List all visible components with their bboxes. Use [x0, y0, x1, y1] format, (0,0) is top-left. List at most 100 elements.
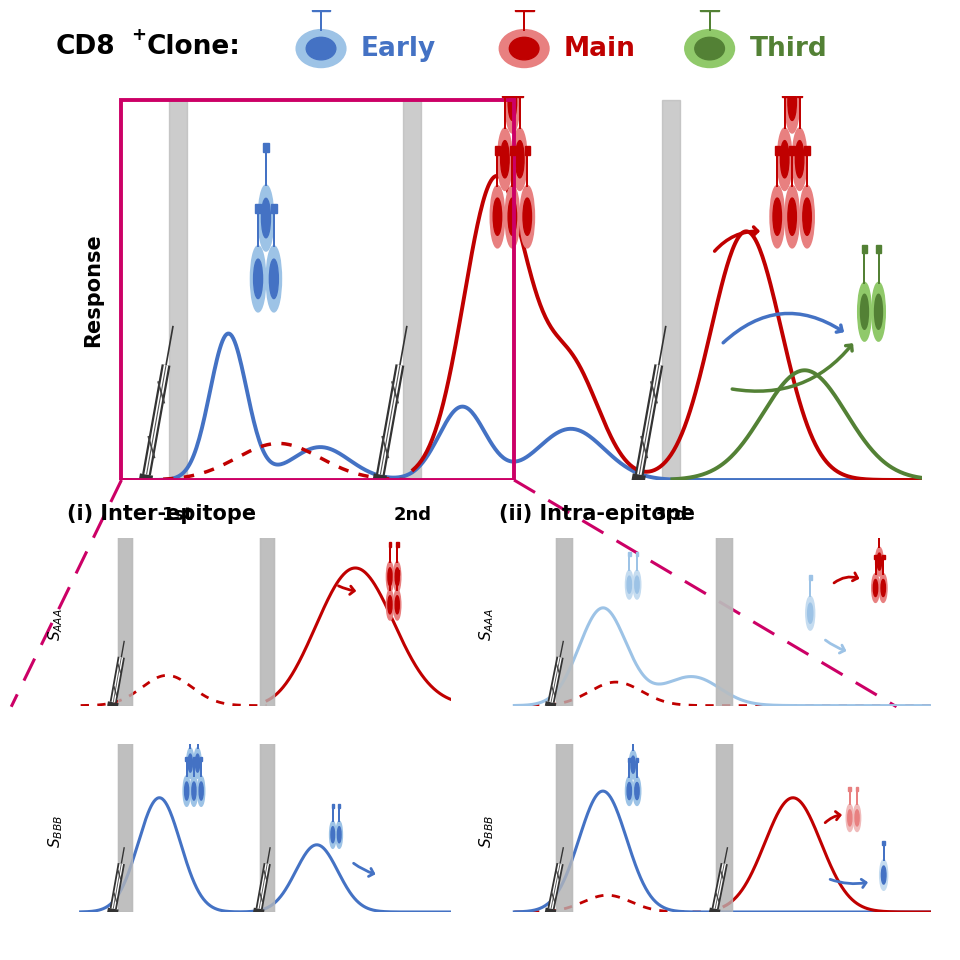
Circle shape: [270, 259, 278, 299]
Circle shape: [251, 246, 266, 312]
Circle shape: [198, 776, 204, 806]
Circle shape: [631, 756, 636, 773]
Bar: [389, 542, 392, 546]
Bar: [882, 841, 885, 845]
Circle shape: [491, 185, 505, 248]
Bar: [789, 31, 795, 39]
Text: $S_{AAA}$: $S_{AAA}$: [477, 609, 495, 641]
Text: Main: Main: [564, 36, 636, 61]
Circle shape: [505, 185, 519, 248]
Circle shape: [635, 576, 639, 593]
Bar: [517, 88, 522, 97]
Bar: [118, 531, 132, 706]
Circle shape: [337, 827, 341, 843]
Bar: [524, 146, 530, 155]
Circle shape: [297, 30, 346, 67]
Circle shape: [695, 37, 725, 60]
Circle shape: [803, 198, 811, 235]
Circle shape: [336, 822, 343, 849]
Circle shape: [508, 84, 516, 120]
Circle shape: [508, 198, 516, 235]
Circle shape: [793, 128, 806, 190]
Bar: [855, 787, 858, 791]
Bar: [808, 575, 812, 580]
Text: Response: Response: [84, 233, 103, 347]
Circle shape: [874, 580, 877, 596]
Circle shape: [199, 782, 204, 800]
Bar: [189, 729, 192, 732]
Text: Clone:: Clone:: [146, 34, 240, 60]
Circle shape: [872, 574, 879, 602]
Circle shape: [331, 827, 335, 843]
Circle shape: [872, 282, 885, 341]
Circle shape: [855, 810, 859, 826]
Bar: [636, 758, 638, 762]
Circle shape: [505, 71, 519, 132]
Circle shape: [261, 199, 271, 238]
Circle shape: [807, 603, 813, 623]
Bar: [118, 737, 132, 912]
Text: $S_{AAA}$: $S_{AAA}$: [46, 609, 65, 641]
Bar: [636, 552, 638, 556]
Circle shape: [194, 748, 201, 779]
Bar: [255, 204, 261, 213]
Bar: [876, 245, 881, 253]
Bar: [782, 88, 787, 97]
Circle shape: [516, 140, 524, 178]
Circle shape: [877, 553, 881, 570]
Circle shape: [780, 140, 789, 178]
Circle shape: [627, 782, 632, 800]
Circle shape: [634, 777, 640, 805]
Circle shape: [881, 580, 885, 596]
Circle shape: [773, 198, 781, 235]
Bar: [797, 88, 803, 97]
Bar: [502, 88, 508, 97]
Text: (i) Inter-epitope: (i) Inter-epitope: [67, 504, 256, 524]
Circle shape: [329, 822, 336, 849]
Text: Third: Third: [750, 36, 828, 61]
Circle shape: [520, 185, 535, 248]
Bar: [396, 570, 398, 574]
Bar: [515, 6, 534, 11]
Bar: [396, 542, 398, 546]
Text: CD8: CD8: [56, 34, 116, 60]
Bar: [882, 556, 884, 560]
Bar: [716, 531, 732, 706]
Bar: [789, 146, 795, 155]
Circle shape: [493, 198, 502, 235]
Text: (ii) Intra-epitope: (ii) Intra-epitope: [499, 504, 695, 524]
Circle shape: [785, 185, 800, 248]
Bar: [260, 737, 274, 912]
Text: Early: Early: [361, 36, 436, 61]
Bar: [862, 245, 867, 253]
Circle shape: [627, 576, 632, 593]
Circle shape: [635, 782, 639, 800]
Circle shape: [188, 754, 192, 772]
Circle shape: [387, 562, 394, 592]
Bar: [260, 531, 274, 706]
Bar: [628, 758, 631, 762]
Circle shape: [196, 754, 200, 772]
Circle shape: [881, 866, 886, 884]
Circle shape: [853, 804, 860, 831]
Circle shape: [875, 294, 882, 329]
Text: $S_{BBB}$: $S_{BBB}$: [46, 815, 65, 848]
Circle shape: [394, 589, 400, 620]
Bar: [716, 737, 732, 912]
Circle shape: [387, 589, 394, 620]
Bar: [338, 804, 341, 808]
Circle shape: [190, 776, 198, 806]
Bar: [118, 531, 132, 706]
Bar: [700, 6, 719, 11]
Circle shape: [253, 259, 263, 299]
Circle shape: [500, 140, 509, 178]
Circle shape: [184, 782, 189, 800]
Bar: [556, 531, 572, 706]
Circle shape: [499, 30, 549, 67]
Bar: [260, 531, 274, 706]
Circle shape: [626, 570, 633, 599]
Circle shape: [879, 574, 887, 602]
Text: $S_{BBB}$: $S_{BBB}$: [477, 815, 495, 848]
Circle shape: [510, 37, 539, 60]
Bar: [389, 570, 392, 574]
